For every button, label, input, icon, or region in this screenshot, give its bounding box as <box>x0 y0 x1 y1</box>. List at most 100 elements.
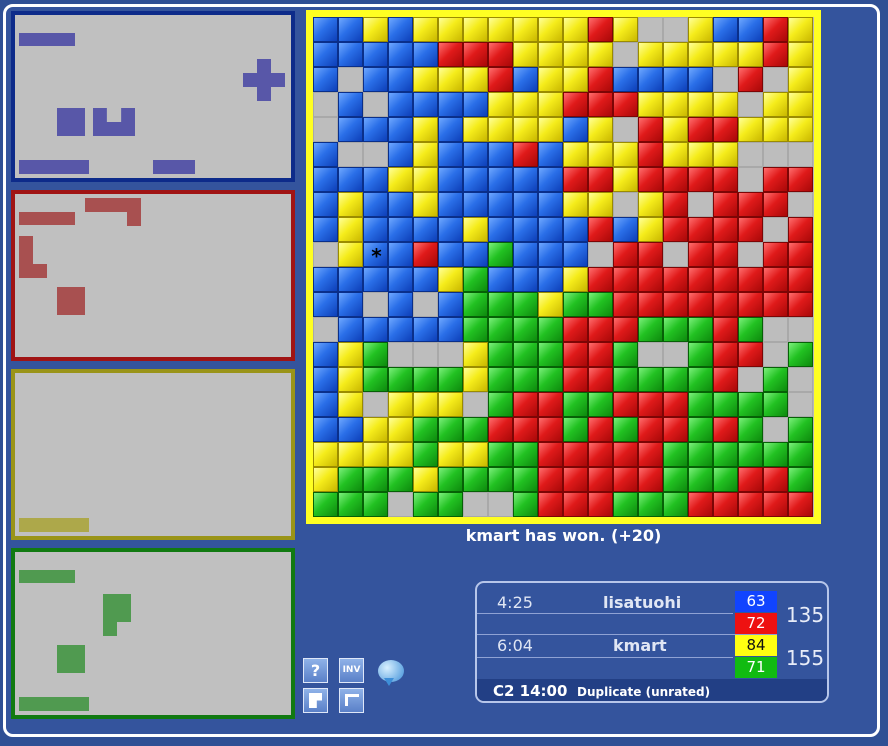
yellow-cell[interactable] <box>788 117 813 142</box>
blue-cell[interactable] <box>538 217 563 242</box>
green-cell[interactable] <box>763 367 788 392</box>
green-cell[interactable] <box>688 342 713 367</box>
red-cell[interactable] <box>763 467 788 492</box>
red-cell[interactable] <box>413 242 438 267</box>
blue-cell[interactable] <box>638 67 663 92</box>
piece-l4[interactable] <box>85 198 141 212</box>
green-cell[interactable] <box>713 467 738 492</box>
red-cell[interactable] <box>788 267 813 292</box>
red-cell[interactable] <box>713 367 738 392</box>
red-cell[interactable] <box>738 492 763 517</box>
blue-cell[interactable] <box>313 142 338 167</box>
green-cell[interactable] <box>413 442 438 467</box>
red-cell[interactable] <box>788 292 813 317</box>
yellow-cell[interactable] <box>788 42 813 67</box>
green-cell[interactable] <box>638 367 663 392</box>
yellow-cell[interactable] <box>463 17 488 42</box>
red-cell[interactable] <box>663 167 688 192</box>
empty-cell[interactable] <box>363 392 388 417</box>
red-cell[interactable] <box>688 492 713 517</box>
yellow-cell[interactable] <box>563 267 588 292</box>
red-cell[interactable] <box>588 417 613 442</box>
yellow-cell[interactable] <box>563 67 588 92</box>
green-cell[interactable] <box>738 317 763 342</box>
yellow-cell[interactable] <box>388 417 413 442</box>
blue-cell[interactable] <box>688 67 713 92</box>
red-cell[interactable] <box>738 192 763 217</box>
red-cell[interactable] <box>713 167 738 192</box>
green-cell[interactable] <box>563 292 588 317</box>
blue-cell[interactable] <box>463 167 488 192</box>
yellow-cell[interactable] <box>363 417 388 442</box>
green-cell[interactable] <box>513 317 538 342</box>
blue-cell[interactable] <box>313 67 338 92</box>
green-cell[interactable] <box>688 442 713 467</box>
blue-cell[interactable] <box>438 142 463 167</box>
green-cell[interactable] <box>663 367 688 392</box>
red-cell[interactable] <box>788 167 813 192</box>
yellow-cell[interactable] <box>638 92 663 117</box>
green-cell[interactable] <box>463 267 488 292</box>
red-cell[interactable] <box>688 217 713 242</box>
blue-cell[interactable] <box>538 242 563 267</box>
green-cell[interactable] <box>463 417 488 442</box>
green-cell[interactable] <box>463 292 488 317</box>
red-cell[interactable] <box>588 492 613 517</box>
yellow-cell[interactable] <box>688 92 713 117</box>
red-cell[interactable] <box>713 267 738 292</box>
red-cell[interactable] <box>613 467 638 492</box>
yellow-cell[interactable] <box>463 442 488 467</box>
green-cell[interactable] <box>488 442 513 467</box>
yellow-cell[interactable] <box>713 42 738 67</box>
red-cell[interactable] <box>588 367 613 392</box>
piece-o[interactable] <box>57 108 85 136</box>
empty-cell[interactable] <box>638 342 663 367</box>
yellow-cell[interactable] <box>538 117 563 142</box>
blue-cell[interactable] <box>338 42 363 67</box>
yellow-cell[interactable] <box>388 167 413 192</box>
green-cell[interactable] <box>338 492 363 517</box>
green-cell[interactable] <box>463 317 488 342</box>
empty-cell[interactable] <box>313 92 338 117</box>
piece-i3[interactable] <box>153 160 195 174</box>
green-cell[interactable] <box>763 392 788 417</box>
yellow-cell[interactable] <box>488 17 513 42</box>
blue-cell[interactable] <box>388 267 413 292</box>
green-cell[interactable] <box>338 467 363 492</box>
game-board[interactable] <box>313 17 814 517</box>
yellow-cell[interactable] <box>563 42 588 67</box>
yellow-cell[interactable] <box>588 117 613 142</box>
empty-cell[interactable] <box>738 242 763 267</box>
red-cell[interactable] <box>588 342 613 367</box>
green-cell[interactable] <box>538 342 563 367</box>
red-cell[interactable] <box>763 167 788 192</box>
red-cell[interactable] <box>563 367 588 392</box>
blue-cell[interactable] <box>488 217 513 242</box>
empty-cell[interactable] <box>738 92 763 117</box>
red-cell[interactable] <box>563 467 588 492</box>
yellow-cell[interactable] <box>613 142 638 167</box>
green-cell[interactable] <box>788 342 813 367</box>
empty-cell[interactable] <box>388 492 413 517</box>
red-cell[interactable] <box>638 117 663 142</box>
yellow-cell[interactable] <box>338 217 363 242</box>
yellow-cell[interactable] <box>413 192 438 217</box>
yellow-cell[interactable] <box>413 17 438 42</box>
blue-cell[interactable] <box>538 192 563 217</box>
red-cell[interactable] <box>663 417 688 442</box>
red-cell[interactable] <box>763 267 788 292</box>
blue-cell[interactable] <box>363 267 388 292</box>
green-cell[interactable] <box>588 292 613 317</box>
blue-cell[interactable] <box>613 217 638 242</box>
red-cell[interactable] <box>663 292 688 317</box>
blue-cell[interactable] <box>388 217 413 242</box>
blue-cell[interactable] <box>438 217 463 242</box>
green-cell[interactable] <box>313 492 338 517</box>
yellow-cell[interactable] <box>338 367 363 392</box>
yellow-cell[interactable] <box>588 142 613 167</box>
yellow-cell[interactable] <box>438 67 463 92</box>
blue-cell[interactable] <box>338 92 363 117</box>
blue-cell[interactable] <box>388 242 413 267</box>
piece-i5[interactable] <box>19 697 89 711</box>
yellow-cell[interactable] <box>663 117 688 142</box>
